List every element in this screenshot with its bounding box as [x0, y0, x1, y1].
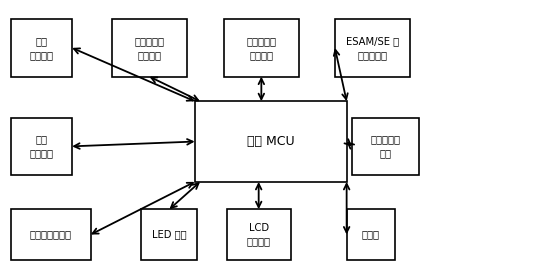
Text: LCD
显示模块: LCD 显示模块: [246, 223, 271, 247]
Text: 低功耗管理模块: 低功耗管理模块: [30, 230, 72, 239]
Bar: [11, 209, 91, 260]
Text: 蜂鸣器: 蜂鸣器: [362, 230, 380, 239]
Bar: [195, 101, 347, 182]
Text: 蓝牙
通信模块: 蓝牙 通信模块: [29, 36, 53, 60]
Bar: [11, 19, 72, 77]
Text: ESAM/SE 加
密认证模块: ESAM/SE 加 密认证模块: [345, 36, 399, 60]
Text: 非接触读卡
模块: 非接触读卡 模块: [370, 134, 400, 158]
Bar: [141, 209, 197, 260]
Text: LED 模块: LED 模块: [152, 230, 187, 239]
Bar: [335, 19, 410, 77]
Text: 主控 MCU: 主控 MCU: [247, 135, 294, 148]
Bar: [11, 118, 72, 175]
Bar: [227, 209, 290, 260]
Text: 微波
通信模块: 微波 通信模块: [29, 134, 53, 158]
Bar: [352, 118, 418, 175]
Bar: [347, 209, 394, 260]
Text: 单杆弹片防
拆卸模块: 单杆弹片防 拆卸模块: [134, 36, 164, 60]
Bar: [224, 19, 299, 77]
Bar: [112, 19, 187, 77]
Text: 倾角检测防
拆卸模块: 倾角检测防 拆卸模块: [246, 36, 276, 60]
